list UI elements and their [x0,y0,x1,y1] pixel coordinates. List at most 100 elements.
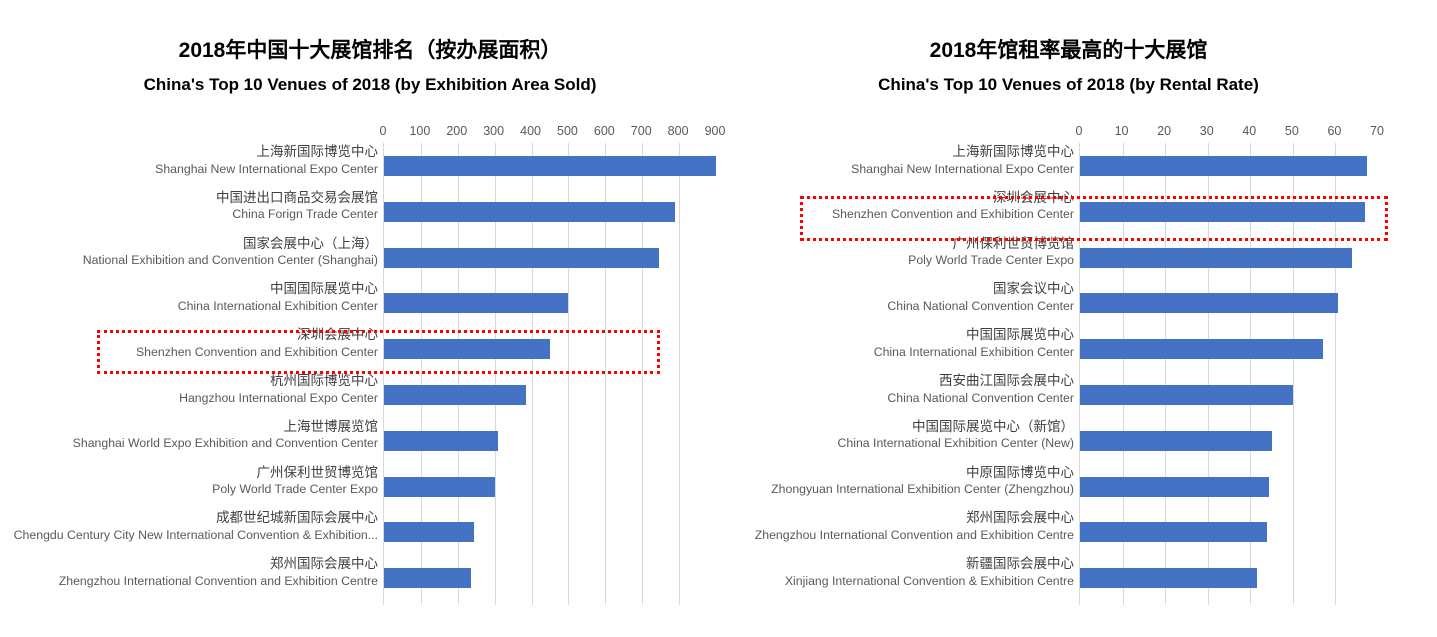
gridline [679,143,681,605]
category-label: 深圳会展中心 Shenzhen Convention and Exhibition… [694,191,1074,221]
bar [384,339,550,360]
category-label-chinese: 中国国际展览中心 [966,327,1074,343]
category-label-chinese: 杭州国际博览中心 [270,373,378,388]
bar [384,293,569,314]
x-tick-label: 600 [593,124,615,138]
category-label-chinese: 国家会议中心 [993,281,1074,297]
bar [1080,247,1353,268]
category-label-chinese: 新疆国际会展中心 [966,556,1074,572]
bar [1080,476,1270,497]
gridline [494,143,496,605]
category-label-english: Poly World Trade Center Expo [212,482,378,497]
x-tick-label: 100 [409,124,431,138]
category-label: 中国国际展览中心 China International Exhibition C… [694,328,1074,358]
category-label: 郑州国际会展中心 Zhengzhou International Conventi… [694,511,1074,541]
category-label-english: Zhengzhou International Convention and E… [754,527,1074,542]
gridline [1207,143,1209,605]
x-tick-label: 900 [704,124,726,138]
bar [384,522,475,543]
gridline [457,143,459,605]
category-label: 成都世纪城新国际会展中心 Chengdu Century City New Int… [0,511,378,541]
category-label-chinese: 深圳会展中心 [297,327,378,343]
x-tick-label: 10 [1114,124,1129,138]
chart-left-titles: 2018年中国十大展馆排名（按办展面积） China's Top 10 Venu… [0,34,740,95]
category-label-chinese: 中原国际博览中心 [966,464,1074,480]
x-tick-label: 50 [1284,124,1299,138]
x-tick-label: 60 [1327,124,1342,138]
x-tick-label: 200 [446,124,468,138]
category-label-english: Chengdu Century City New International C… [13,527,378,542]
gridline [420,143,422,605]
gridline [1165,143,1167,605]
bar [1080,339,1323,360]
x-tick-label: 300 [483,124,505,138]
chart-right-plot-area [1079,143,1378,605]
gridline [531,143,533,605]
bar [384,201,676,222]
bar [384,476,495,497]
bar [1080,156,1368,176]
x-tick-label: 700 [630,124,652,138]
x-tick-label: 0 [1075,124,1083,138]
gridline [605,143,607,605]
category-label-chinese: 郑州国际会展中心 [270,556,378,572]
category-label-english: Shanghai World Expo Exhibition and Conve… [72,436,378,451]
bar [384,385,527,405]
x-tick-label: 0 [379,124,387,138]
x-tick-label: 500 [557,124,578,138]
category-label-chinese: 中国国际展览中心 [270,281,378,297]
bar [1080,201,1366,222]
x-tick-label: 800 [667,124,689,138]
chart-right-titles: 2018年馆租率最高的十大展馆 China's Top 10 Venues of… [700,34,1437,95]
category-label-english: Hangzhou International Expo Center [179,390,378,405]
category-label: 新疆国际会展中心 Xinjiang International Conventio… [694,557,1074,587]
category-label-english: Zhengzhou International Convention and E… [58,573,378,588]
category-label-english: China National Convention Center [887,298,1074,313]
category-label-chinese: 上海世博展览馆 [283,418,379,434]
x-tick-label: 20 [1157,124,1172,138]
category-label: 西安曲江国际会展中心 China National Convention Cent… [694,374,1074,404]
gridline [642,143,644,605]
category-label-english: Shanghai New International Expo Center [155,161,378,176]
gridline [1122,143,1124,605]
category-label-chinese: 上海新国际博览中心 [256,144,379,159]
gridline [1292,143,1294,605]
category-label: 国家会议中心 China National Convention Center [694,282,1074,312]
chart-left-title-chinese: 2018年中国十大展馆排名（按办展面积） [178,39,562,62]
category-label-english: China National Convention Center [887,390,1074,405]
category-label-english: Shenzhen Convention and Exhibition Cente… [831,207,1074,222]
category-label-chinese: 上海新国际博览中心 [952,144,1075,159]
category-label-english: China International Exhibition Center [873,344,1074,359]
chart-panel-rental-rate: 2018年馆租率最高的十大展馆 China's Top 10 Venues of… [700,0,1437,637]
category-label-english: China Forign Trade Center [232,207,378,222]
category-label-chinese: 西安曲江国际会展中心 [939,373,1074,388]
gridline [1335,143,1337,605]
category-label: 中国进出口商品交易会展馆 China Forign Trade Center [0,191,378,221]
category-label: 上海新国际博览中心 Shanghai New International Expo… [694,145,1074,175]
category-label-chinese: 广州保利世贸博览馆 [256,464,379,480]
chart-panel-exhibition-area: 2018年中国十大展馆排名（按办展面积） China's Top 10 Venu… [0,34,740,605]
x-tick-label: 70 [1370,124,1384,138]
bar [384,430,499,451]
category-label: 国家会展中心（上海） National Exhibition and Conven… [0,237,378,267]
bar [1080,430,1272,451]
category-label-english: Poly World Trade Center Expo [908,253,1074,268]
chart-left-x-axis: 0 100 200 300 400 500 600 700 800 900 [0,124,740,140]
category-label-chinese: 广州保利世贸博览馆 [952,235,1075,251]
bar [1080,568,1257,589]
bar [1080,293,1338,314]
category-label-english: China International Exhibition Center [177,298,378,313]
category-label: 广州保利世贸博览馆 Poly World Trade Center Expo [0,466,378,496]
chart-right-title-english: China's Top 10 Venues of 2018 (by Rental… [878,75,1259,94]
chart-left-title-english: China's Top 10 Venues of 2018 (by Exhibi… [143,75,597,94]
bar [384,247,659,268]
category-label-english: National Exhibition and Convention Cente… [82,253,378,268]
category-label-english: Shenzhen Convention and Exhibition Cente… [135,344,378,359]
category-label-english: Xinjiang International Convention & Exhi… [784,573,1074,588]
category-label-chinese: 国家会展中心（上海） [243,235,378,251]
category-label-chinese: 中国国际展览中心（新馆） [912,418,1074,434]
category-label: 中国国际展览中心 China International Exhibition C… [0,282,378,312]
x-tick-label: 30 [1199,124,1214,138]
bar [384,568,471,589]
category-label: 郑州国际会展中心 Zhengzhou International Conventi… [0,557,378,587]
